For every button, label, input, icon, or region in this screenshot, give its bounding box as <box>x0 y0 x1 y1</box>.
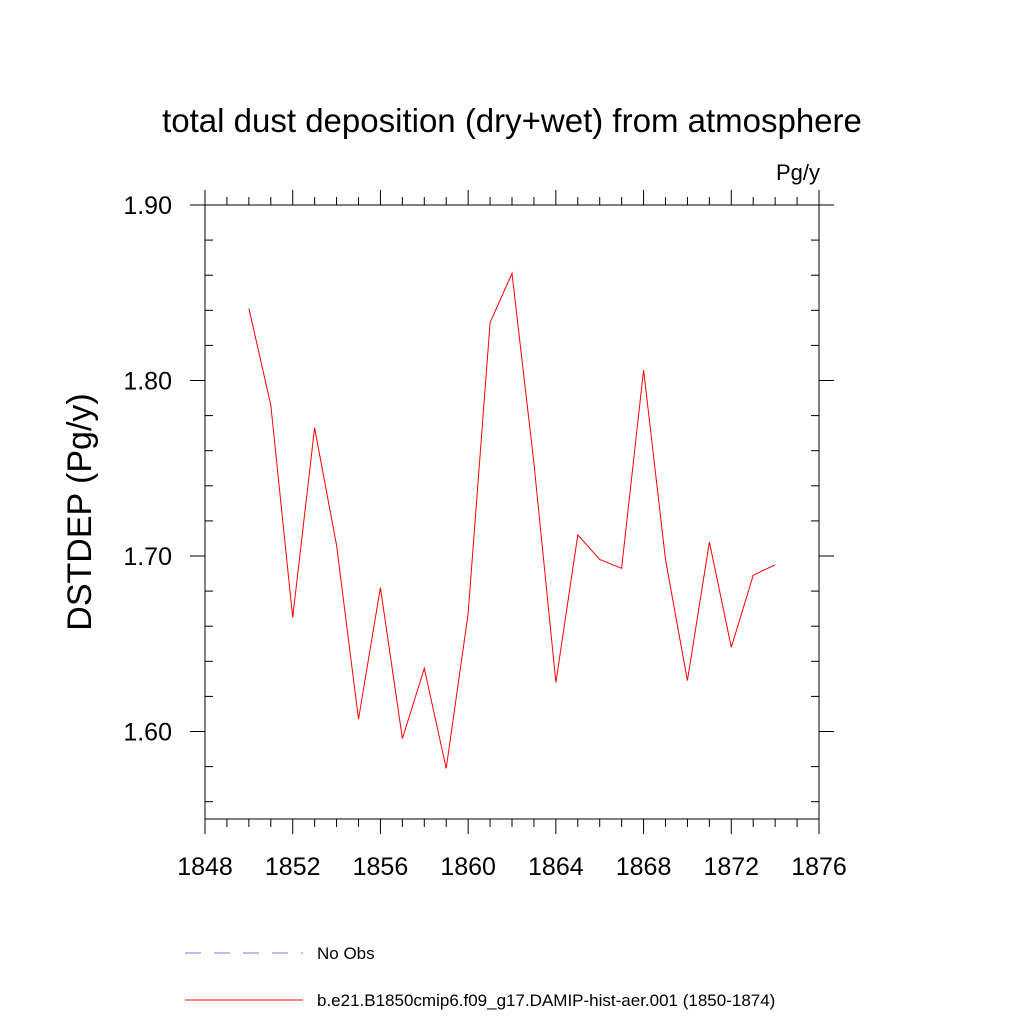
y-tick-label: 1.60 <box>123 719 172 747</box>
y-axis-label: DSTDEP (Pg/y) <box>61 393 99 630</box>
legend-label: b.e21.B1850cmip6.f09_g17.DAMIP-hist-aer.… <box>317 991 775 1010</box>
x-tick-label: 1864 <box>528 853 584 881</box>
series-lines <box>248 271 776 769</box>
x-tick-label: 1872 <box>703 853 759 881</box>
x-tick-label: 1848 <box>177 853 233 881</box>
legend: No Obs b.e21.B1850cmip6.f09_g17.DAMIP-his… <box>185 944 775 1010</box>
axis-ticks <box>190 190 834 834</box>
units-label: Pg/y <box>776 160 820 185</box>
x-tick-label: 1876 <box>791 853 847 881</box>
tick-labels: 1848 1852 1856 1860 1864 1868 1872 1876 1.60 1.70… <box>123 192 846 881</box>
x-tick-label: 1856 <box>353 853 409 881</box>
y-tick-label: 1.80 <box>123 368 172 396</box>
series-line <box>248 271 776 769</box>
plot-frame <box>204 204 820 820</box>
chart-title: total dust deposition (dry+wet) from atm… <box>162 102 862 139</box>
x-tick-label: 1852 <box>265 853 321 881</box>
y-tick-label: 1.70 <box>123 543 172 571</box>
legend-label: No Obs <box>317 944 375 963</box>
x-tick-label: 1860 <box>440 853 496 881</box>
y-tick-label: 1.90 <box>123 192 172 220</box>
x-tick-label: 1868 <box>616 853 672 881</box>
